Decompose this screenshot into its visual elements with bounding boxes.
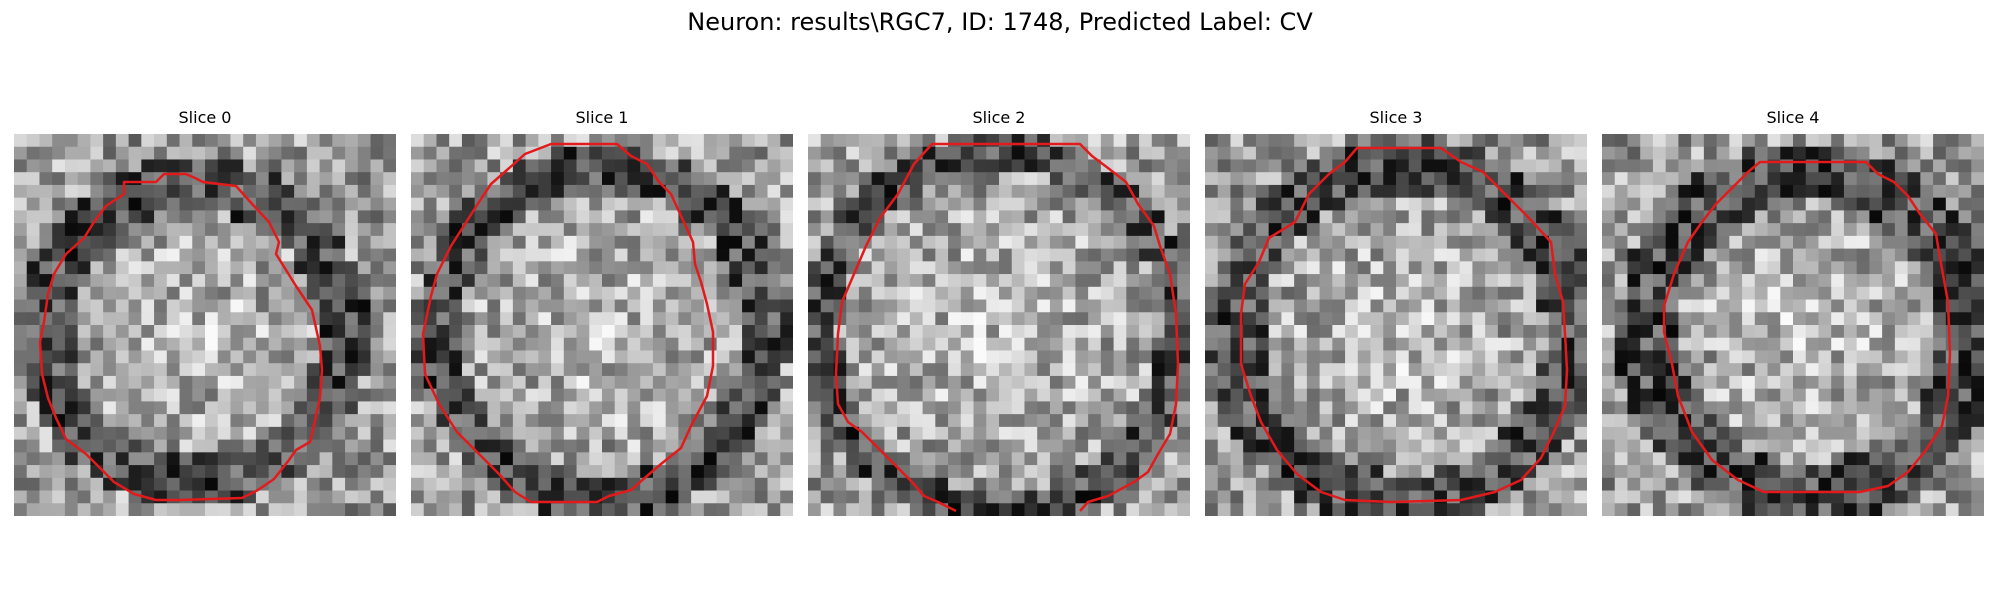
slice-title: Slice 4 <box>1766 108 1820 127</box>
grayscale-pixels <box>411 134 793 516</box>
slice-panel-3: Slice 3 <box>1205 108 1587 520</box>
segmentation-contour <box>38 172 324 502</box>
slice-image <box>1205 134 1587 516</box>
slice-image <box>14 134 396 516</box>
slice-panel-0: Slice 0 <box>14 108 396 520</box>
slice-title: Slice 1 <box>575 108 629 127</box>
slice-panel-2: Slice 2 <box>808 108 1190 520</box>
segmentation-contour <box>421 142 715 504</box>
slice-title: Slice 2 <box>972 108 1026 127</box>
slice-panel-1: Slice 1 <box>411 108 793 520</box>
segmentation-contour <box>1239 146 1569 504</box>
slice-panel-4: Slice 4 <box>1602 108 1984 520</box>
grayscale-pixels <box>1205 134 1587 516</box>
grayscale-pixels <box>14 134 396 516</box>
slice-title: Slice 3 <box>1369 108 1423 127</box>
slice-title: Slice 0 <box>178 108 232 127</box>
slice-image <box>411 134 793 516</box>
segmentation-contour <box>834 142 1180 513</box>
slice-image <box>1602 134 1984 516</box>
grayscale-pixels <box>1602 134 1984 516</box>
segmentation-contour <box>1662 160 1952 494</box>
slice-image <box>808 134 1190 516</box>
grayscale-pixels <box>808 134 1190 516</box>
figure-title: Neuron: results\RGC7, ID: 1748, Predicte… <box>687 8 1313 36</box>
